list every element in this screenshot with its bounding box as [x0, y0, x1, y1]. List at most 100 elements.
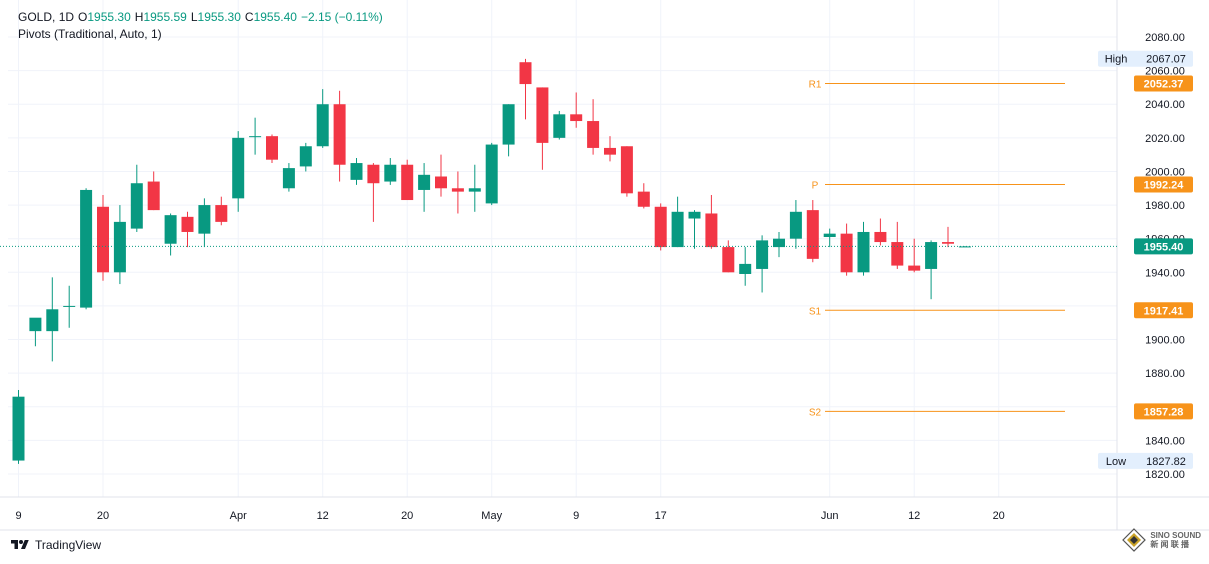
pivot-price-tag-s1-bg [1134, 302, 1193, 319]
high-value: 1955.59 [143, 10, 187, 24]
candle-body [29, 317, 42, 332]
candle-body [739, 263, 752, 274]
high-marker-value: 2067.07 [1146, 54, 1186, 66]
pivot-label-p: P [812, 181, 819, 192]
low-label: L [190, 10, 198, 24]
time-tick-label: 17 [655, 510, 667, 522]
time-axis[interactable]: 9 20 Apr 12 20 May 9 17 Jun 12 20 [15, 510, 1004, 522]
low-marker-value: 1827.82 [1146, 456, 1186, 468]
candle-body [688, 211, 701, 219]
pivot-price-tag-s2-bg [1134, 403, 1193, 420]
candle-body [418, 174, 431, 190]
candle-body [908, 265, 921, 271]
open-value: 1955.30 [87, 10, 131, 24]
candle-body [249, 136, 262, 138]
low-marker-label: Low [1106, 456, 1126, 468]
price-tick-label: 2000.00 [1145, 166, 1185, 178]
tradingview-brand[interactable]: TradingView [10, 538, 101, 552]
price-tick-label: 2020.00 [1145, 133, 1185, 145]
pivot-price-tag-r1: 2052.37 [1144, 78, 1184, 90]
candle-body [147, 181, 160, 211]
price-tick-label: 1940.00 [1145, 267, 1185, 279]
candle-body [468, 188, 481, 192]
pivot-price-tag-s1: 1917.41 [1144, 305, 1184, 317]
pivot-label-s1: S1 [809, 306, 822, 317]
candle-body [282, 168, 295, 189]
candle-body [958, 246, 971, 248]
candles [12, 58, 971, 464]
time-tick-label: Jun [821, 510, 839, 522]
candle-body [620, 146, 633, 194]
candle-body [519, 62, 532, 85]
high-marker-bg [1098, 50, 1193, 67]
candle-body [232, 137, 245, 199]
time-tick-label: 9 [573, 510, 579, 522]
candle-body [840, 233, 853, 273]
candle-body [198, 205, 211, 234]
candle-body [874, 231, 887, 243]
pivot-label-s2: S2 [809, 407, 822, 418]
pivot-price-tag-p-bg [1134, 176, 1193, 193]
candle-body [789, 211, 802, 239]
high-label: H [134, 10, 144, 24]
pivot-price-tag-r1-bg [1134, 75, 1193, 92]
time-tick-label: 20 [401, 510, 413, 522]
candle-body [587, 121, 600, 148]
candle-body [553, 114, 566, 138]
candle-body [891, 242, 904, 266]
pivot-price-tag-s2: 1857.28 [1144, 406, 1184, 418]
time-tick-label: May [481, 510, 502, 522]
candle-body [97, 206, 109, 273]
candle-body [266, 136, 278, 160]
high-marker-label: High [1105, 54, 1128, 66]
candle-body [333, 104, 346, 165]
candle-body [502, 104, 515, 145]
price-tick-label: 2040.00 [1145, 99, 1185, 111]
pivot-lines: R1 P S1 S2 [809, 79, 1065, 418]
candle-body [671, 211, 684, 248]
candle-body [604, 147, 616, 155]
grid [0, 0, 1209, 531]
candle-body [46, 309, 59, 332]
price-tick-label: 1980.00 [1145, 200, 1185, 212]
candle-body [63, 305, 76, 307]
candle-body [857, 231, 870, 273]
pivot-price-tag-p: 1992.24 [1144, 180, 1185, 192]
candle-body [181, 216, 194, 232]
candle-body [316, 104, 329, 147]
candle-body [215, 205, 228, 222]
symbol-name[interactable]: GOLD [18, 10, 53, 24]
candle-body [299, 146, 312, 167]
watermark: SINO SOUND 新 闻 联 播 [1122, 528, 1201, 552]
price-tick-label: 1820.00 [1145, 469, 1185, 481]
interval-label: 1D [58, 10, 75, 24]
candle-body [80, 189, 93, 308]
price-tick-label: 1900.00 [1145, 335, 1185, 347]
candle-body [130, 183, 143, 229]
candle-body [806, 210, 819, 259]
candle-body [350, 163, 363, 180]
time-tick-label: 12 [317, 510, 329, 522]
close-value: 1955.40 [253, 10, 297, 24]
candle-body [451, 188, 464, 192]
low-value: 1955.30 [197, 10, 241, 24]
price-tick-label: 1840.00 [1145, 435, 1185, 447]
candle-body [925, 242, 938, 269]
price-tick-label: 2080.00 [1145, 32, 1185, 44]
time-tick-label: 20 [97, 510, 109, 522]
candle-body [164, 215, 177, 244]
candle-body [401, 164, 414, 201]
price-tick-label: 2060.00 [1145, 66, 1185, 78]
brand-name: TradingView [35, 538, 102, 552]
price-tags: 2052.37 1992.24 1917.41 1857.28 1955.40 High 2… [1098, 50, 1193, 469]
ohlc-row: GOLD, 1D O 1955.30 H 1955.59 L 1955.30 C 195… [18, 10, 383, 24]
candle-body [12, 396, 25, 461]
candle-body [637, 191, 650, 207]
change-value: −2.15 (−0.11%) [300, 10, 383, 24]
current-price-tag: 1955.40 [1144, 241, 1184, 253]
indicator-label[interactable]: Pivots (Traditional, Auto, 1) [18, 27, 162, 41]
candle-body [485, 144, 498, 204]
open-label: O [78, 10, 88, 24]
time-tick-label: Apr [230, 510, 247, 522]
